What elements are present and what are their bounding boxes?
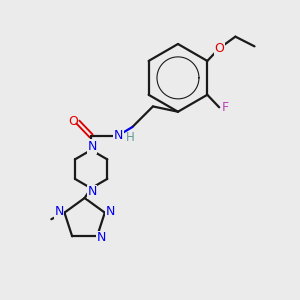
Text: H: H	[126, 131, 135, 144]
Text: N: N	[87, 185, 97, 198]
Text: N: N	[114, 129, 123, 142]
Text: N: N	[97, 231, 106, 244]
Text: O: O	[68, 115, 78, 128]
Text: N: N	[87, 140, 97, 153]
Text: O: O	[214, 42, 224, 55]
Text: N: N	[55, 205, 64, 218]
Text: N: N	[105, 205, 115, 218]
Text: F: F	[222, 101, 229, 114]
